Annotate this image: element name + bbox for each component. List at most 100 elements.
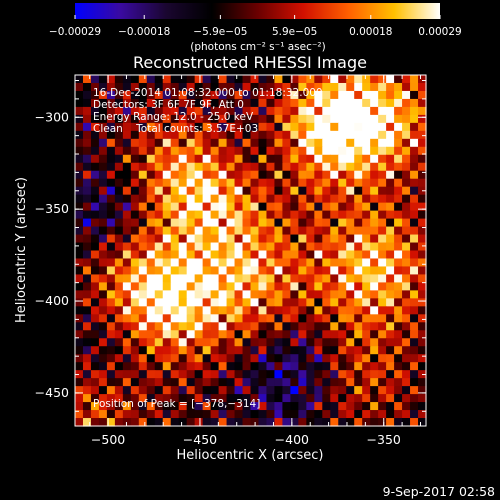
heatmap-cell bbox=[98, 394, 108, 403]
heatmap-cell bbox=[154, 282, 164, 291]
heatmap-cell bbox=[122, 410, 132, 419]
heatmap-cell bbox=[114, 354, 124, 363]
heatmap-cell bbox=[418, 290, 427, 299]
heatmap-cell bbox=[138, 362, 148, 371]
heatmap-cell bbox=[282, 274, 291, 284]
heatmap-cell bbox=[138, 154, 148, 164]
heatmap-cell bbox=[162, 354, 172, 363]
heatmap-cell bbox=[282, 346, 291, 355]
heatmap-cell bbox=[122, 82, 132, 92]
heatmap-cell bbox=[114, 314, 124, 323]
heatmap-cell bbox=[226, 394, 236, 403]
heatmap-cell bbox=[266, 338, 276, 347]
heatmap-cell bbox=[178, 306, 188, 315]
heatmap-cell bbox=[75, 210, 84, 220]
heatmap-cell bbox=[146, 370, 156, 379]
heatmap-cell bbox=[90, 210, 100, 220]
heatmap-cell bbox=[378, 98, 387, 108]
heatmap-cell bbox=[338, 202, 347, 212]
heatmap-cell bbox=[194, 250, 204, 260]
heatmap-cell bbox=[290, 362, 299, 371]
heatmap-cell bbox=[330, 186, 339, 196]
heatmap-cell bbox=[178, 226, 188, 236]
heatmap-cell bbox=[330, 234, 339, 244]
heatmap-cell bbox=[234, 378, 244, 387]
heatmap-cell bbox=[218, 378, 228, 387]
heatmap-cell bbox=[346, 162, 355, 172]
heatmap-cell bbox=[82, 362, 92, 371]
heatmap-cell bbox=[402, 266, 411, 276]
heatmap-cell bbox=[186, 98, 196, 108]
heatmap-cell bbox=[234, 210, 244, 220]
heatmap-cell bbox=[282, 202, 291, 212]
heatmap-cell bbox=[154, 75, 164, 84]
heatmap-cell bbox=[258, 322, 268, 331]
heatmap-cell bbox=[258, 146, 268, 156]
heatmap-cell bbox=[402, 394, 411, 403]
heatmap-cell bbox=[250, 266, 260, 276]
y-axis-label: Heliocentric Y (arcsec) bbox=[14, 177, 29, 323]
heatmap-cell bbox=[178, 106, 188, 116]
heatmap-cell bbox=[362, 234, 371, 244]
heatmap-cell bbox=[322, 242, 331, 252]
heatmap-cell bbox=[394, 346, 403, 355]
heatmap-cell bbox=[122, 106, 132, 116]
heatmap-cell bbox=[394, 394, 403, 403]
heatmap-cell bbox=[338, 290, 347, 299]
heatmap-cell bbox=[250, 178, 260, 188]
heatmap-cell bbox=[178, 258, 188, 268]
heatmap-cell bbox=[346, 106, 355, 116]
heatmap-cell bbox=[178, 130, 188, 140]
heatmap-cell bbox=[346, 122, 355, 132]
heatmap-cell bbox=[90, 298, 100, 307]
heatmap-cell bbox=[242, 106, 252, 116]
heatmap-cell bbox=[258, 234, 268, 244]
heatmap-cell bbox=[274, 290, 284, 299]
heatmap-cell bbox=[210, 202, 220, 212]
heatmap-cell bbox=[194, 154, 204, 164]
heatmap-cell bbox=[282, 290, 291, 299]
heatmap-cell bbox=[338, 354, 347, 363]
heatmap-cell bbox=[282, 362, 291, 371]
heatmap-cell bbox=[218, 162, 228, 172]
heatmap-cell bbox=[146, 114, 156, 124]
heatmap-cell bbox=[234, 122, 244, 132]
heatmap-cell bbox=[114, 250, 124, 260]
heatmap-cell bbox=[306, 290, 315, 299]
heatmap-cell bbox=[402, 410, 411, 419]
heatmap-cell bbox=[362, 338, 371, 347]
heatmap-cell bbox=[210, 122, 220, 132]
heatmap-cell bbox=[370, 418, 379, 427]
heatmap-cell bbox=[75, 114, 84, 124]
heatmap-cell bbox=[282, 250, 291, 260]
heatmap-cell bbox=[178, 418, 188, 427]
heatmap-cell bbox=[322, 146, 331, 156]
heatmap-cell bbox=[322, 354, 331, 363]
heatmap-cell bbox=[98, 266, 108, 276]
heatmap-cell bbox=[154, 154, 164, 164]
heatmap-cell bbox=[250, 90, 260, 100]
heatmap-cell bbox=[418, 258, 427, 268]
heatmap-cell bbox=[298, 130, 307, 140]
heatmap-cell bbox=[274, 298, 284, 307]
heatmap-cell bbox=[226, 178, 236, 188]
heatmap-cell bbox=[370, 242, 379, 252]
heatmap-cell bbox=[410, 122, 419, 132]
heatmap-cell bbox=[250, 322, 260, 331]
heatmap-cell bbox=[314, 146, 323, 156]
heatmap-cell bbox=[122, 114, 132, 124]
heatmap-cell bbox=[170, 338, 180, 347]
heatmap-cell bbox=[242, 314, 252, 323]
heatmap-cell bbox=[290, 402, 299, 411]
heatmap-cell bbox=[138, 210, 148, 220]
heatmap-cell bbox=[386, 162, 395, 172]
heatmap-cell bbox=[250, 274, 260, 284]
heatmap-cell bbox=[210, 282, 220, 291]
heatmap-cell bbox=[306, 114, 315, 124]
heatmap-cell bbox=[106, 410, 116, 419]
heatmap-cell bbox=[274, 178, 284, 188]
heatmap-cell bbox=[346, 410, 355, 419]
heatmap-cell bbox=[362, 250, 371, 260]
heatmap-cell bbox=[162, 242, 172, 252]
heatmap-cell bbox=[306, 210, 315, 220]
